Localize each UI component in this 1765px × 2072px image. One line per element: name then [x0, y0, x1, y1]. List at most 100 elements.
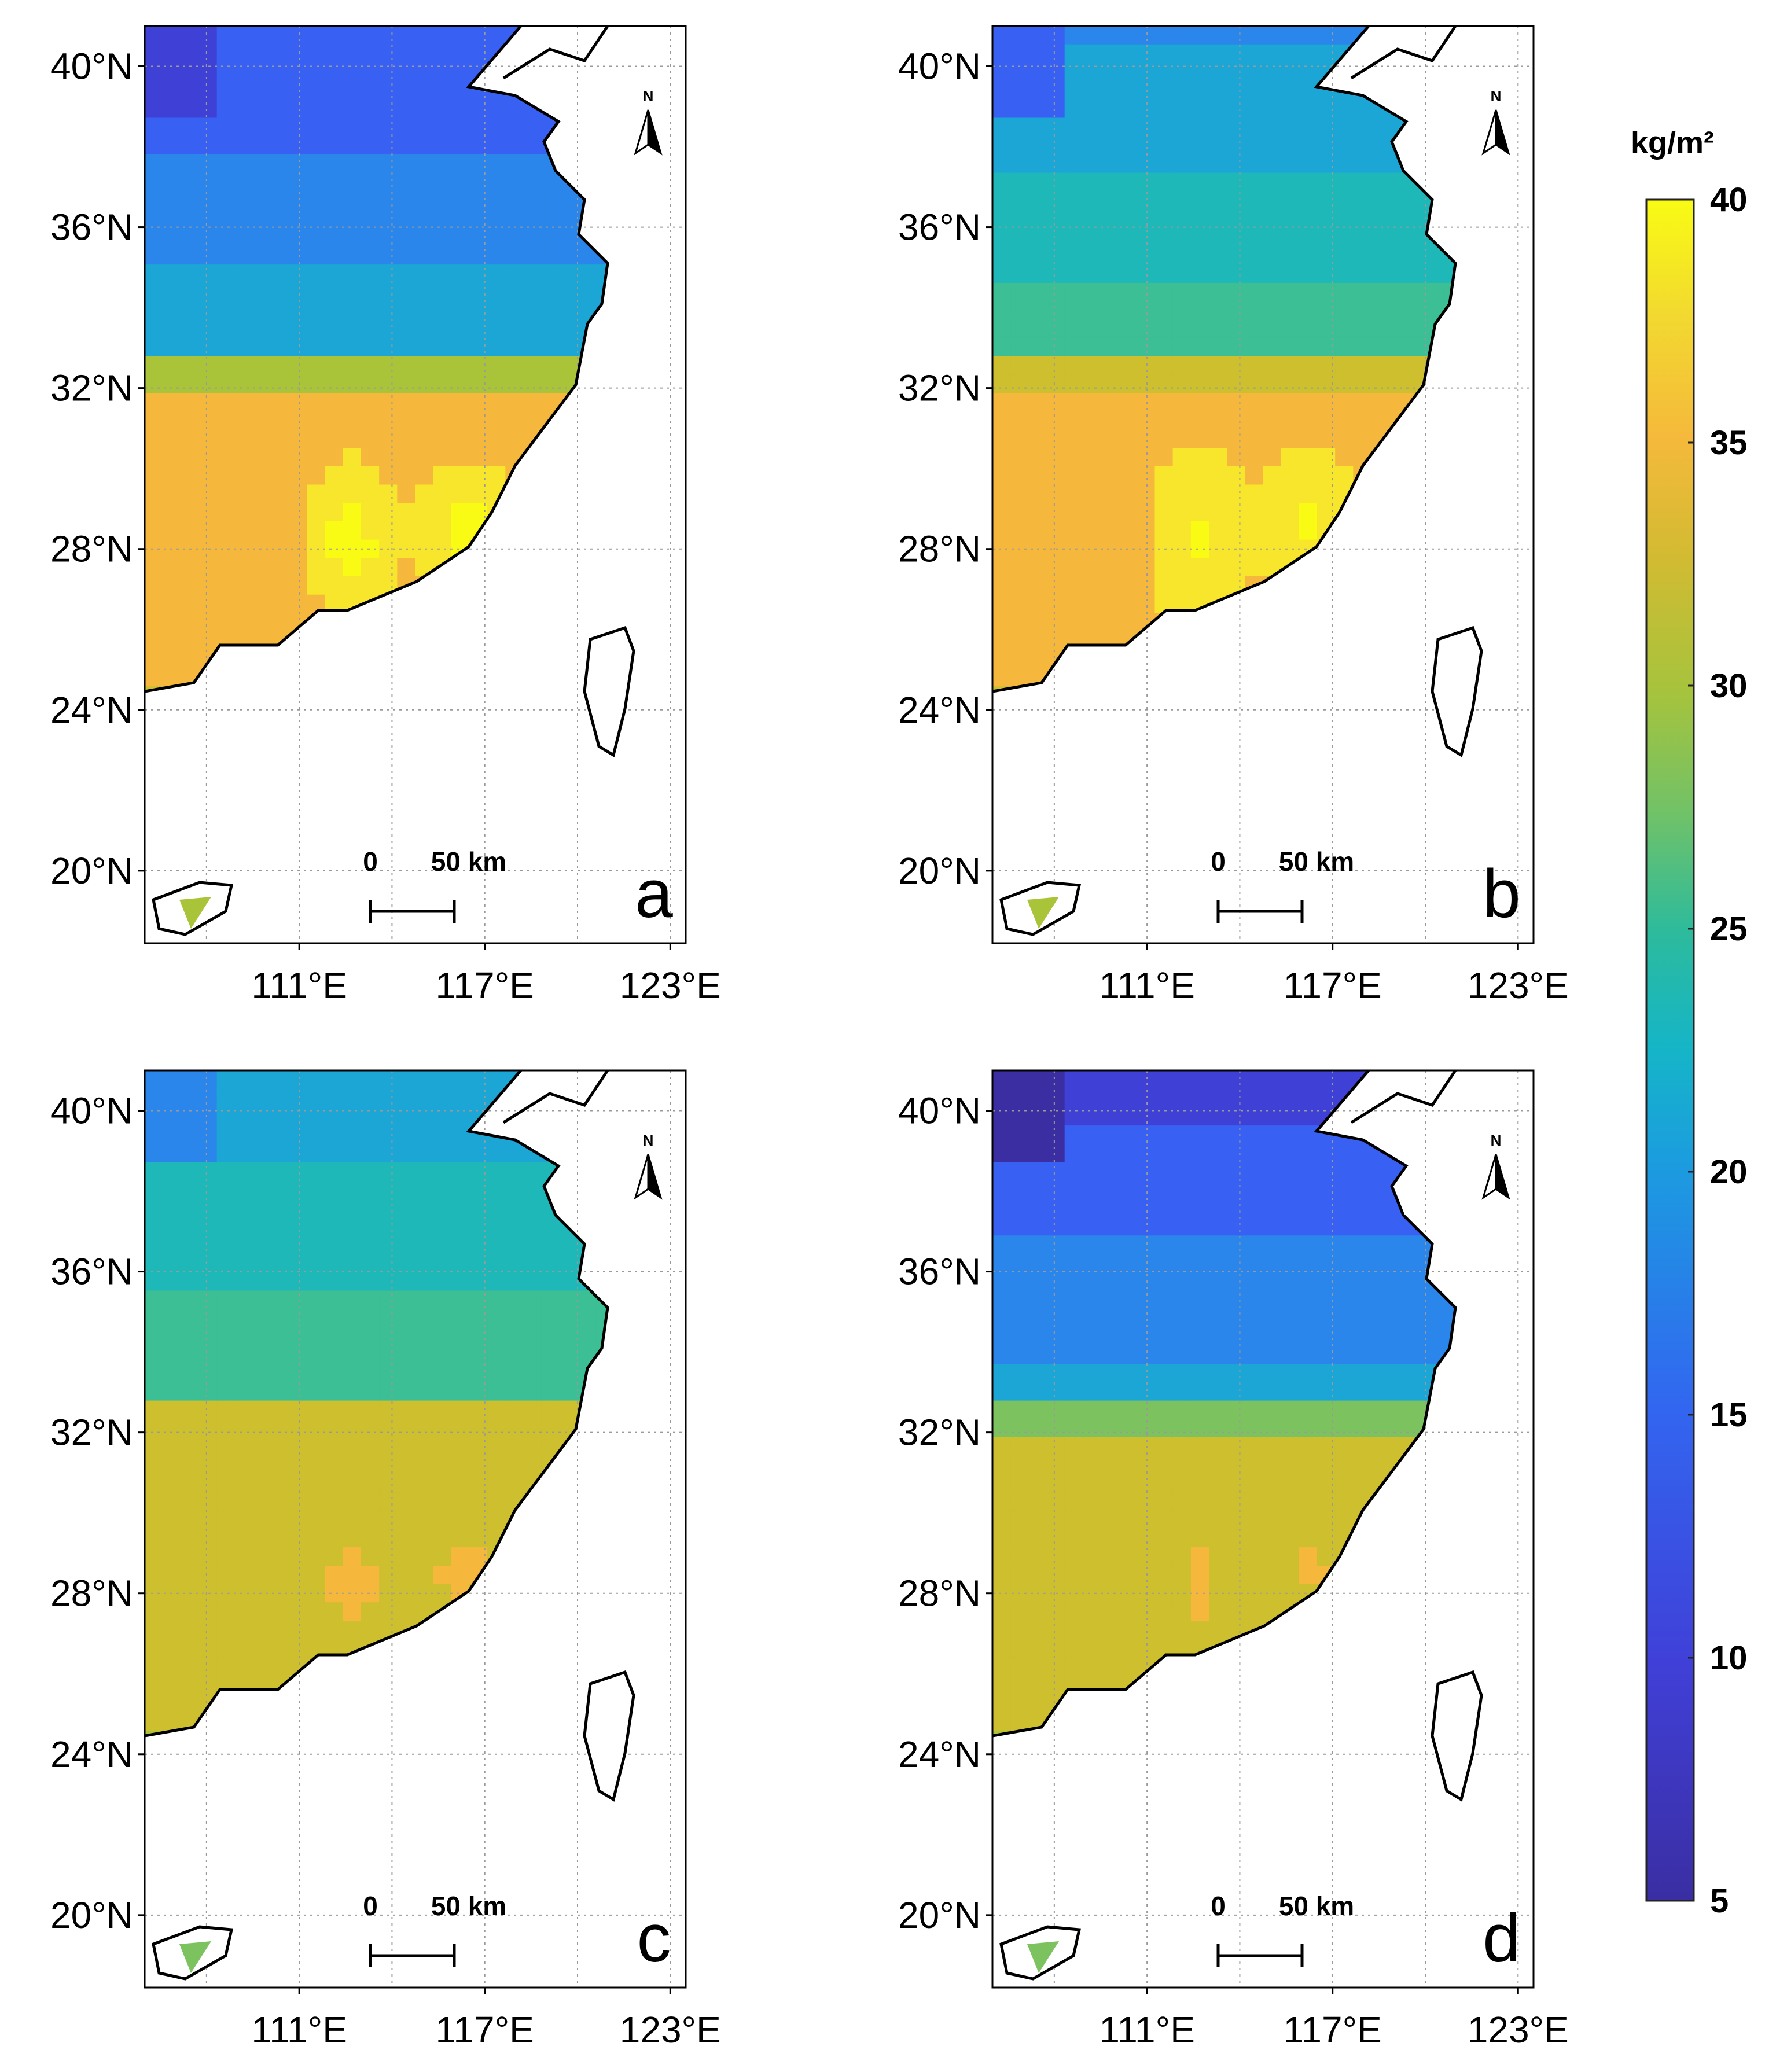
field-cell — [1082, 1492, 1101, 1511]
field-cell — [1082, 1272, 1101, 1291]
field-cell — [1335, 356, 1354, 375]
field-cell — [361, 209, 380, 229]
field-cell — [343, 1272, 362, 1291]
field-cell — [559, 1180, 578, 1199]
field-cell — [253, 1364, 271, 1383]
field-cell — [1371, 154, 1390, 174]
field-cell — [1407, 429, 1426, 448]
field-cell — [1498, 576, 1516, 595]
field-cell — [217, 1804, 236, 1823]
field-cell — [1353, 81, 1372, 100]
field-cell — [487, 1804, 506, 1823]
field-cell — [1064, 668, 1083, 687]
field-cell — [343, 1896, 362, 1915]
field-cell — [1028, 374, 1047, 393]
field-cell — [505, 209, 524, 229]
field-cell — [307, 44, 326, 63]
field-cell — [1263, 99, 1282, 119]
field-cell — [668, 778, 686, 797]
field-cell — [650, 1841, 668, 1859]
field-cell — [289, 62, 308, 82]
field-cell — [1010, 852, 1029, 870]
field-cell — [379, 1841, 398, 1859]
field-cell — [1353, 154, 1372, 174]
field-cell — [1335, 594, 1354, 613]
field-cell — [1407, 26, 1426, 45]
field-cell — [595, 1125, 608, 1144]
field-cell — [632, 1547, 650, 1566]
field-cell — [487, 668, 506, 687]
field-cell — [487, 686, 506, 691]
field-cell — [1046, 1400, 1065, 1419]
field-cell — [433, 1474, 452, 1493]
field-cell — [307, 833, 326, 852]
field-cell — [415, 888, 434, 907]
field-cell — [992, 448, 1011, 467]
field-cell — [415, 1272, 434, 1291]
field-cell — [163, 1290, 181, 1309]
field-cell — [1047, 760, 1065, 778]
field-cell — [992, 1327, 1011, 1346]
field-cell — [487, 26, 506, 45]
field-cell — [1010, 1345, 1029, 1364]
field-cell — [415, 1694, 434, 1713]
field-cell — [433, 723, 452, 742]
field-cell — [1425, 117, 1444, 137]
field-cell — [451, 1621, 470, 1640]
field-cell — [433, 1345, 452, 1364]
field-cell — [433, 521, 452, 540]
field-cell — [1299, 209, 1318, 229]
field-cell — [181, 1474, 200, 1493]
field-cell — [541, 466, 560, 485]
field-cell — [415, 337, 434, 357]
field-cell — [1299, 191, 1318, 210]
field-cell — [343, 466, 362, 485]
field-cell — [523, 1125, 542, 1144]
field-cell — [1083, 1823, 1101, 1841]
field-cell — [1281, 81, 1300, 100]
field-cell — [1425, 741, 1444, 760]
field-cell — [595, 191, 608, 210]
field-cell — [163, 448, 181, 467]
field-cell — [397, 649, 416, 669]
field-cell — [1317, 448, 1336, 467]
field-cell — [560, 1786, 578, 1804]
field-cell — [1281, 99, 1300, 119]
field-cell — [253, 1804, 271, 1823]
field-cell — [289, 1272, 308, 1291]
field-cell — [379, 374, 398, 393]
field-cell — [505, 172, 524, 192]
field-cell — [542, 1749, 560, 1768]
field-cell — [1317, 613, 1336, 632]
field-cell — [469, 1933, 488, 1951]
field-cell — [234, 209, 253, 229]
field-cell — [1010, 1492, 1029, 1511]
field-cell — [325, 649, 344, 669]
field-cell — [613, 228, 632, 246]
field-cell — [379, 99, 398, 119]
field-cell — [163, 760, 181, 778]
field-cell — [1010, 1896, 1029, 1915]
field-cell — [433, 1070, 452, 1090]
field-cell — [632, 521, 650, 540]
field-cell — [1046, 209, 1065, 229]
field-cell — [145, 1768, 163, 1786]
field-cell — [216, 576, 236, 595]
field-cell — [253, 1731, 271, 1736]
field-cell — [253, 282, 271, 302]
field-cell — [1082, 1107, 1101, 1126]
field-cell — [1064, 1694, 1083, 1713]
field-cell — [234, 282, 253, 302]
field-cell — [1046, 1125, 1065, 1144]
panel-letter: b — [1483, 856, 1521, 932]
field-cell — [1191, 796, 1209, 815]
field-cell — [379, 1364, 398, 1383]
field-cell — [632, 833, 650, 852]
field-cell — [253, 539, 271, 558]
field-cell — [361, 44, 380, 63]
field-cell — [650, 521, 668, 540]
field-cell — [307, 1804, 326, 1823]
field-cell — [668, 1492, 686, 1511]
field-cell — [668, 26, 686, 45]
field-cell — [451, 136, 470, 155]
